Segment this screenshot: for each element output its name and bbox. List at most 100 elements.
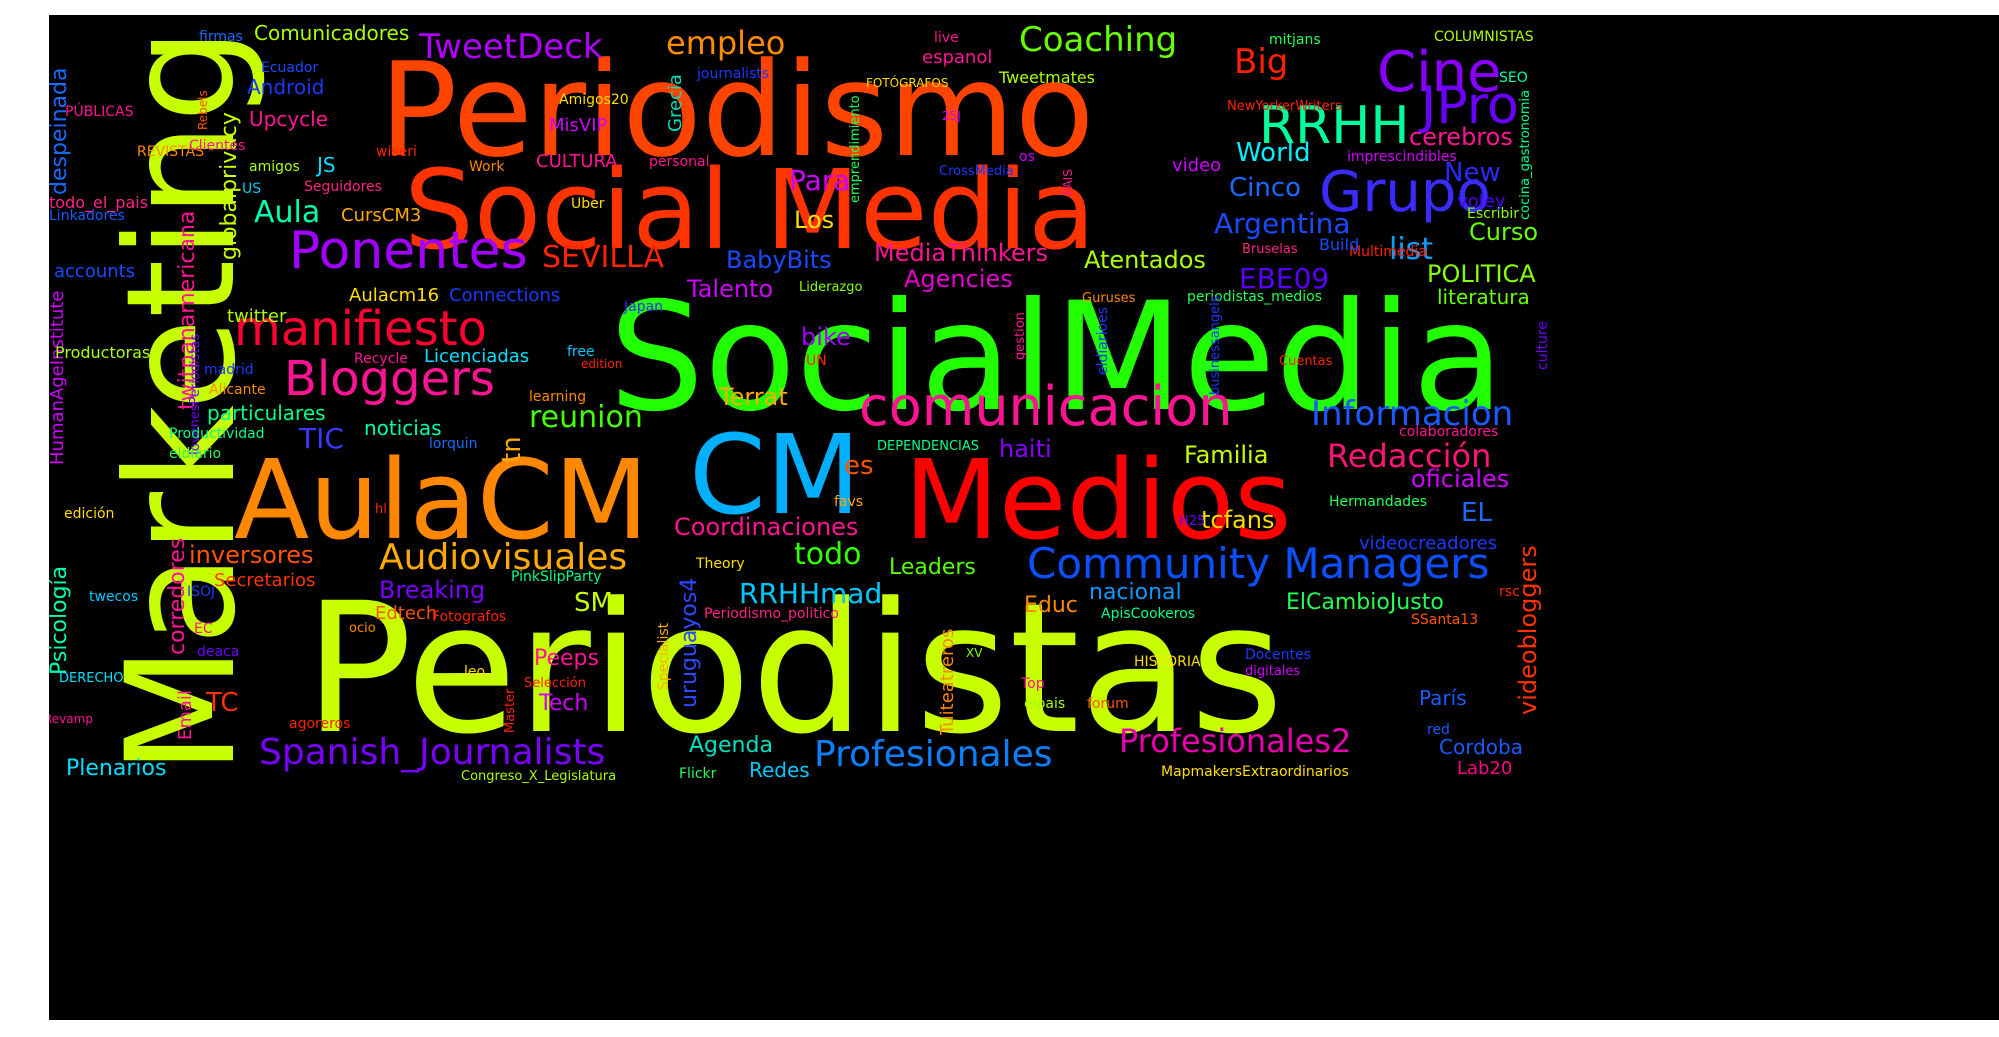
- word-liderazgo: Liderazgo: [799, 280, 863, 295]
- word-cinco: Cinco: [1229, 173, 1302, 203]
- word-talento: Talento: [687, 275, 774, 303]
- word-productoras: Productoras: [55, 343, 151, 362]
- word-tn: tn: [497, 436, 527, 463]
- word-periodismo: Periodismo: [379, 34, 1095, 186]
- word-misvip: MisVIP: [549, 115, 608, 136]
- word-inversores: inversores: [189, 541, 314, 569]
- word-recycle: Recycle: [354, 351, 408, 367]
- word-list: list: [1389, 232, 1434, 267]
- word-cerebros: cerebros: [1409, 123, 1513, 151]
- word-25j: 25J: [942, 109, 961, 123]
- word-linkadores: Linkadores: [49, 208, 125, 224]
- word-el: EL: [1461, 498, 1492, 528]
- word-ecuador: Ecuador: [261, 60, 319, 76]
- word-android: Android: [247, 75, 325, 99]
- word-politica: POLITICA: [1427, 260, 1536, 288]
- word-profesionales: Profesionales: [814, 734, 1053, 775]
- word-literatura: literatura: [1437, 285, 1530, 309]
- word-educ: Educ: [1024, 593, 1078, 618]
- word-elpais: elpais: [1024, 696, 1066, 712]
- word-build: Build: [1319, 235, 1360, 254]
- word-japan: Japan: [624, 299, 664, 315]
- word-tech: Tech: [539, 691, 589, 716]
- word-redes: Redes: [749, 758, 810, 782]
- word-sevilla: SEVILLA: [542, 240, 665, 275]
- word-todo-el-pais: todo_el_pais: [49, 193, 149, 212]
- word-productividad: Productividad: [169, 426, 265, 442]
- word-aulacm16: Aulacm16: [349, 285, 440, 306]
- word-cultura: CULTURA: [536, 151, 618, 172]
- word-deaca: deaca: [197, 644, 240, 660]
- word-cuentas: Cuentas: [1279, 354, 1333, 369]
- word-upcycle: Upcycle: [249, 107, 329, 131]
- word-hermandades: Hermandades: [1329, 494, 1427, 510]
- word-ponentes: Ponentes: [289, 221, 528, 281]
- word-los: Los: [794, 206, 835, 234]
- word-grupo: Grupo: [1319, 160, 1491, 225]
- word-grecia: Grecia: [665, 74, 686, 132]
- word-coaching: Coaching: [1019, 20, 1178, 60]
- word-hl: hl: [375, 502, 387, 517]
- word-curso: Curso: [1469, 218, 1539, 246]
- word-leaders: Leaders: [889, 555, 976, 580]
- word-live: live: [934, 30, 959, 46]
- word-agoreros: agoreros: [289, 716, 351, 732]
- word-espanol: espanol: [922, 47, 993, 68]
- word-ocio: ocio: [349, 621, 376, 636]
- word-eldiario: eldiario: [169, 446, 222, 462]
- word-corredores: corredores: [165, 537, 190, 655]
- word-newyorkerwriters: NewYorkerWriters: [1227, 99, 1342, 114]
- word-mapmakersextraordinarios: MapmakersExtraordinarios: [1161, 764, 1349, 780]
- word-fotografos: FOTÓGRAFOS: [866, 76, 949, 90]
- word-columnistas: COLUMNISTAS: [1434, 29, 1534, 45]
- word-escribir: Escribir: [1467, 206, 1520, 222]
- word-tuiteatreros: Tuiteatreros: [937, 628, 958, 735]
- word-twecos: twecos: [89, 589, 139, 605]
- word-profesionales2: Profesionales2: [1119, 722, 1352, 760]
- word-todo: todo: [794, 537, 862, 572]
- word-nacional: nacional: [1089, 580, 1182, 605]
- word-oficiales: oficiales: [1411, 465, 1510, 493]
- word-agenda: Agenda: [689, 733, 773, 758]
- word-firmas: firmas: [199, 29, 243, 45]
- word-cine: Cine: [1377, 40, 1502, 105]
- word-twitter: twitter: [227, 306, 287, 327]
- word-ec: EC: [194, 621, 213, 637]
- word-free: free: [567, 344, 595, 360]
- word-amigos20: Amigos20: [559, 92, 629, 108]
- word-dependencias: DEPENDENCIAS: [877, 439, 980, 454]
- word-edition: edition: [581, 357, 623, 371]
- word-coordinaciones: Coordinaciones: [674, 513, 859, 541]
- word-informacion: Informacion: [1311, 394, 1514, 434]
- word-edtech: Edtech: [375, 603, 438, 624]
- word-lorquin: lorquin: [429, 436, 478, 452]
- word-despeinada: despeinada: [49, 67, 72, 195]
- word-haiti: haiti: [999, 435, 1052, 463]
- word-tweetdeck: TweetDeck: [419, 27, 603, 67]
- word-periodistas: Periodistas: [304, 565, 1284, 774]
- word-ssanta13: SSanta13: [1411, 612, 1479, 628]
- word-businessangels: businessangels: [1208, 295, 1223, 396]
- word-revamp: Revamp: [49, 712, 93, 726]
- word-particulares: particulares: [207, 401, 326, 425]
- word-tic: TIC: [299, 422, 344, 455]
- word-redaccion: Redacción: [1327, 437, 1492, 475]
- word-un: UN: [806, 353, 827, 369]
- word-cordoba: Cordoba: [1439, 735, 1523, 759]
- word-email: Email: [175, 690, 196, 740]
- word-licenciadas: Licenciadas: [424, 346, 530, 367]
- word-digitales: digitales: [1245, 664, 1301, 679]
- word-aula: Aula: [254, 195, 321, 230]
- word-tweetmates: Tweetmates: [999, 68, 1096, 87]
- word-aulacm: AulaCM: [234, 436, 649, 564]
- word-crossmedia: CrossMedia: [939, 164, 1014, 179]
- word-terrat: Terrat: [719, 383, 788, 411]
- word-eldiarioes: eldiarioes: [1095, 307, 1111, 375]
- word-wiseri: wiseri: [376, 144, 417, 160]
- word-bloggers: Bloggers: [284, 351, 495, 407]
- word-familia: Familia: [1184, 441, 1269, 469]
- word-multimedia: Multimedia: [1349, 244, 1427, 260]
- word-emprendimiento: emprendimiento: [848, 95, 863, 203]
- word-favs: favs: [834, 494, 864, 510]
- word-comunicadores: Comunicadores: [254, 21, 410, 45]
